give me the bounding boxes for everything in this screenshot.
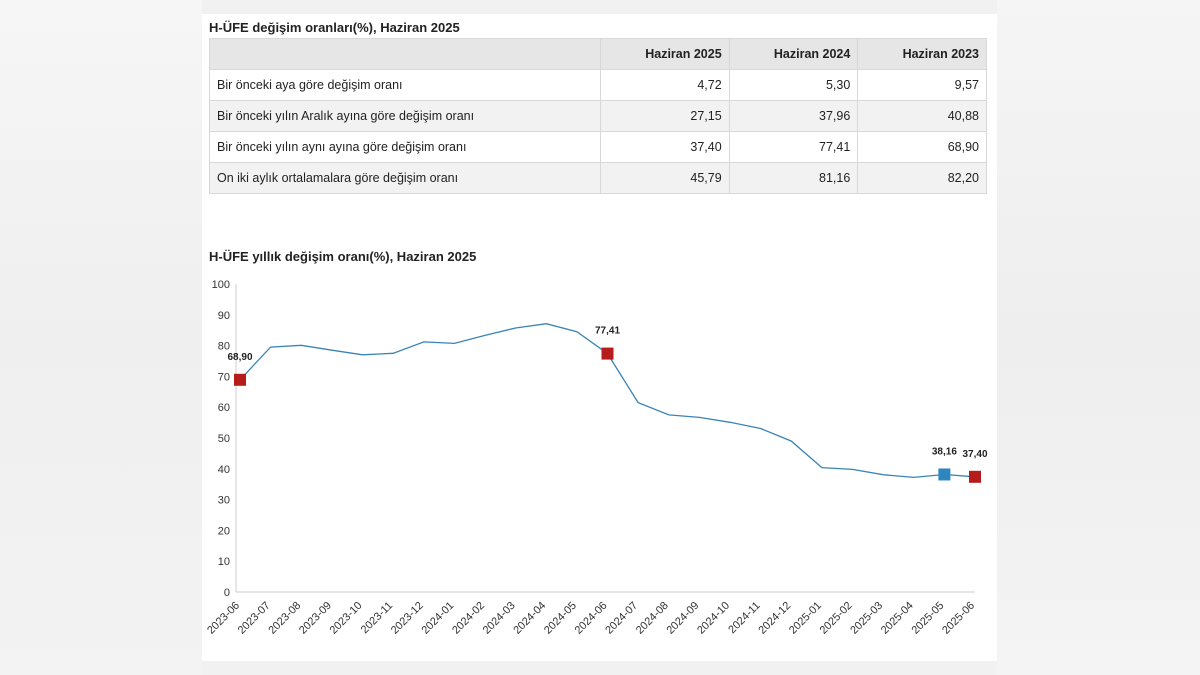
line-chart: 01020304050607080901002023-062023-072023… [205,279,988,637]
y-tick-label: 30 [218,495,230,507]
y-tick-label: 100 [212,279,230,291]
x-tick-label: 2024-08 [634,600,671,637]
row-label: On iki aylık ortalamalara göre değişim o… [209,162,601,194]
series-line [239,323,976,479]
x-tick-label: 2025-06 [940,600,977,637]
table-row: Bir önceki aya göre değişim oranı 4,72 5… [209,69,987,101]
x-tick-label: 2025-04 [879,600,916,637]
table-cell: 82,20 [857,162,987,194]
table-cell: 81,16 [728,162,859,194]
table-cell: 77,41 [728,131,859,163]
background-left [0,0,202,675]
x-tick-label: 2024-10 [695,600,732,637]
y-tick-label: 80 [218,341,230,353]
data-point-marker [234,373,246,386]
y-tick-label: 20 [218,525,230,537]
table-row: Bir önceki yılın Aralık ayına göre değiş… [209,100,987,132]
y-tick-label: 70 [218,371,230,383]
data-label: 37,40 [962,449,987,460]
x-tick-label: 2025-02 [818,600,855,637]
table-title: H-ÜFE değişim oranları(%), Haziran 2025 [209,20,460,35]
row-label: Bir önceki yılın aynı ayına göre değişim… [209,131,601,163]
x-tick-label: 2025-05 [909,600,946,637]
table-header-row: Haziran 2025 Haziran 2024 Haziran 2023 [209,38,987,70]
table-cell: 9,57 [857,69,987,101]
table-header-cell: Haziran 2025 [600,38,730,70]
table-row: On iki aylık ortalamalara göre değişim o… [209,162,987,194]
y-tick-label: 0 [224,587,230,599]
data-point-marker [601,347,614,360]
table-cell: 37,96 [728,100,859,132]
table-cell: 27,15 [600,100,730,132]
data-label: 38,16 [932,446,957,457]
data-label: 68,90 [227,352,252,363]
y-tick-label: 40 [218,464,230,476]
x-tick-label: 2024-01 [419,600,456,637]
data-point-marker [969,470,981,483]
table-header-cell: Haziran 2024 [728,38,859,70]
x-tick-label: 2024-03 [481,600,518,637]
data-label: 77,41 [595,326,620,337]
x-tick-label: 2023-06 [205,600,242,637]
y-tick-label: 60 [218,402,230,414]
table-cell: 45,79 [600,162,730,194]
table-cell: 68,90 [857,131,987,163]
chart-title: H-ÜFE yıllık değişim oranı(%), Haziran 2… [209,249,477,264]
row-label: Bir önceki aya göre değişim oranı [209,69,601,101]
table-cell: 5,30 [728,69,859,101]
background-right [997,0,1200,675]
table-header-cell: Haziran 2023 [857,38,987,70]
x-tick-label: 2023-10 [328,600,365,637]
x-tick-label: 2024-07 [603,600,640,637]
x-tick-label: 2025-01 [787,600,824,637]
y-tick-label: 90 [218,310,230,322]
table-header-cell [209,38,601,70]
x-tick-label: 2023-11 [359,600,395,636]
stats-table: Haziran 2025 Haziran 2024 Haziran 2023 B… [209,38,987,194]
table-cell: 37,40 [600,131,730,163]
x-tick-label: 2023-09 [297,600,334,637]
x-tick-label: 2023-07 [236,600,273,637]
row-label: Bir önceki yılın Aralık ayına göre değiş… [209,100,601,132]
x-tick-label: 2024-05 [542,600,579,637]
table-cell: 40,88 [857,100,987,132]
table-cell: 4,72 [600,69,730,101]
x-tick-label: 2024-06 [573,600,610,637]
data-point-marker [938,468,951,481]
y-tick-label: 10 [218,556,230,568]
y-tick-label: 50 [218,433,230,445]
table-row: Bir önceki yılın aynı ayına göre değişim… [209,131,987,163]
x-tick-label: 2024-09 [664,600,701,637]
x-tick-label: 2024-04 [511,600,548,637]
x-tick-label: 2024-02 [450,600,487,637]
x-tick-label: 2024-12 [756,600,793,637]
content-card: H-ÜFE değişim oranları(%), Haziran 2025 … [202,14,997,661]
x-tick-label: 2023-08 [266,600,303,637]
x-tick-label: 2025-03 [848,600,885,637]
x-tick-label: 2023-12 [389,600,426,637]
x-tick-label: 2024-11 [726,600,762,636]
